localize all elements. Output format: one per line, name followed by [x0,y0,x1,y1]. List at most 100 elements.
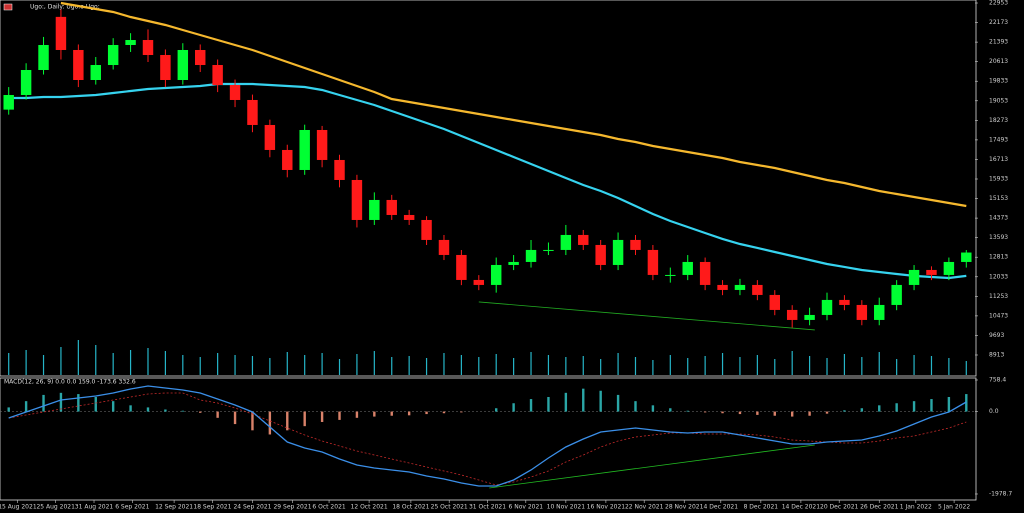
y-tick-label: 22173 [989,19,1008,26]
histogram-bar [303,411,306,427]
candle-body [160,55,171,80]
y-tick-label: 20613 [989,58,1008,65]
candle-body [908,269,920,285]
candle-body [282,149,293,170]
volume-bar [77,340,79,375]
y-tick-label: -1978.7 [989,490,1012,497]
candle-body [386,199,397,215]
candle-body [125,40,136,46]
histogram-bar [216,411,219,418]
x-tick-label: 22 Nov 2021 [625,504,664,511]
volume-bar [600,359,602,375]
x-tick-label: 20 Dec 2021 [820,504,859,511]
histogram-bar [547,396,550,412]
volume-bar [826,358,828,375]
volume-bar [321,353,323,375]
x-tick-label: 26 Dec 2021 [860,504,899,511]
volume-bar [687,358,689,375]
candle-body [212,65,223,85]
macd-title: MACD(12, 26, 9) 0.0 0.0 159.0 -173.6 332… [4,379,136,386]
candle-body [891,284,902,305]
volume-bar [408,356,410,375]
volume-bar [356,354,358,375]
histogram-bar [111,401,115,412]
candle-body [229,84,241,100]
candle-body [90,65,101,80]
candle-body [142,40,154,56]
histogram-bar [495,408,498,412]
x-tick-label: 8 Dec 2021 [744,504,779,511]
volume-bar [791,351,793,375]
y-tick-label: 22953 [989,0,1008,7]
histogram-bar [616,394,620,412]
candle-body [369,199,380,220]
candle-body [508,261,519,265]
candle-body [647,249,659,275]
x-tick-label: 10 Nov 2021 [547,504,586,511]
candle-body [786,309,798,320]
x-tick-label: 1 Jan 2022 [900,504,932,511]
candle-body [717,284,728,290]
histogram-bar [77,394,80,412]
candle-body [20,69,32,95]
histogram-bar [181,410,185,412]
volume-bar [721,353,724,375]
y-tick-label: 9693 [989,332,1004,339]
histogram-bar [965,394,968,412]
y-tick-label: 13593 [989,234,1008,241]
histogram-bar [860,408,864,412]
histogram-bar [460,411,463,413]
volume-bar [25,350,27,375]
volume-bar [774,359,776,375]
volume-bar [217,353,219,375]
volume-bar [896,359,898,375]
x-tick-label: 12 Sep 2021 [155,504,193,511]
volume-bar [582,356,584,375]
volume-bar [513,358,515,375]
histogram-bar [355,411,359,418]
x-tick-label: 29 Sep 2021 [273,504,311,511]
x-tick-label: 6 Nov 2021 [508,504,543,511]
y-tick-label: 758.4 [989,376,1006,383]
volume-bar [530,352,532,375]
histogram-bar [146,407,150,412]
volume-bar [269,358,271,375]
histogram-bar [164,409,167,412]
macd-pane [0,377,977,501]
volume-bar [634,357,637,375]
volume-bar [234,355,236,375]
y-tick-label: 11253 [989,293,1008,300]
volume-bar [338,359,341,375]
y-tick-label: 16713 [989,156,1008,163]
volume-bar [286,352,288,375]
histogram-bar [808,411,811,416]
y-tick-label: 18273 [989,117,1008,124]
volume-bar [164,351,167,375]
histogram-bar [930,399,933,412]
histogram-bar [7,407,10,412]
x-tick-label: 6 Sep 2021 [115,504,149,511]
y-tick-label: 15153 [989,195,1008,202]
candle-body [612,239,624,265]
volume-bar [878,352,880,375]
volume-bar [948,358,950,375]
histogram-bar [912,401,916,412]
x-tick-label: 25 Aug 2021 [36,504,75,511]
volume-bar [965,361,967,375]
histogram-bar [878,405,881,412]
candle-body [403,214,415,220]
candle-body [473,279,485,285]
histogram-bar [790,411,794,417]
histogram-bar [24,401,28,412]
histogram-bar [825,411,829,414]
x-tick-label: 31 Oct 2021 [469,504,506,511]
histogram-bar [651,405,655,412]
volume-bar [652,360,654,375]
candle-body [351,179,363,220]
trend-line [489,444,815,489]
x-tick-label: 16 Nov 2021 [587,504,626,511]
volume-bar [478,357,480,375]
x-tick-label: 14 Dec 2021 [782,504,821,511]
histogram-bar [442,411,446,414]
